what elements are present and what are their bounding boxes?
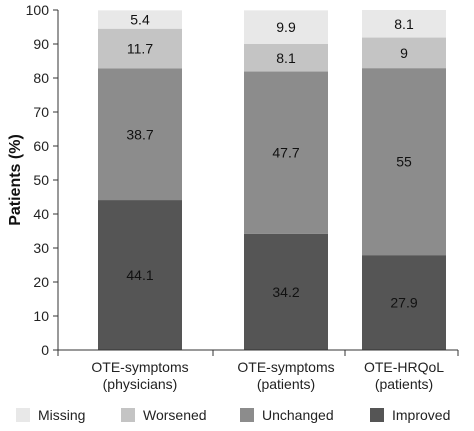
bar-segment-missing bbox=[244, 10, 328, 44]
data-label: 38.7 bbox=[126, 126, 153, 142]
plot-area: 44.1 38.7 11.7 5.4 34.2 47.7 8.1 9.9 27.9 55 9 8.1 0… bbox=[26, 2, 459, 392]
y-tick-label: 100 bbox=[26, 2, 50, 18]
bar-segment-missing bbox=[98, 10, 182, 29]
y-tick-label: 40 bbox=[33, 206, 49, 222]
y-tick-label: 0 bbox=[41, 342, 49, 358]
data-label: 9.9 bbox=[276, 19, 296, 35]
data-label: 47.7 bbox=[272, 145, 299, 161]
bar-segment-improved bbox=[98, 200, 182, 350]
data-label: 44.1 bbox=[126, 267, 153, 283]
data-label: 11.7 bbox=[127, 41, 153, 57]
legend-entry-unchanged: Unchanged bbox=[262, 407, 334, 423]
bar-segment-worsened bbox=[244, 44, 328, 72]
x-tick-label: (patients) bbox=[375, 376, 433, 392]
bar-segment-improved bbox=[244, 233, 328, 350]
y-tick-label: 60 bbox=[33, 138, 49, 154]
bar-segment-unchanged bbox=[244, 71, 328, 234]
bar-segment-missing bbox=[362, 10, 446, 38]
data-label: 55 bbox=[396, 154, 412, 170]
bar-segment-unchanged bbox=[362, 68, 446, 256]
x-tick-label: OTE-symptoms bbox=[237, 359, 334, 375]
data-label: 34.2 bbox=[272, 284, 299, 300]
bar-segment-worsened bbox=[362, 37, 446, 69]
data-label: 8.1 bbox=[276, 50, 296, 66]
y-tick-label: 30 bbox=[33, 240, 49, 256]
legend-entry-worsened: Worsened bbox=[143, 407, 207, 423]
bar-segment-improved bbox=[362, 255, 446, 350]
data-label: 8.1 bbox=[394, 16, 414, 32]
x-tick-label: OTE-HRQoL bbox=[364, 359, 444, 375]
bar-segment-worsened bbox=[98, 28, 182, 69]
y-tick-label: 90 bbox=[33, 36, 49, 52]
legend-entry-missing: Missing bbox=[38, 407, 85, 423]
legend: Missing Worsened Unchanged Improved bbox=[16, 407, 450, 423]
legend-entry-improved: Improved bbox=[392, 407, 450, 423]
x-tick-label: (physicians) bbox=[103, 376, 178, 392]
y-tick-label: 10 bbox=[33, 308, 49, 324]
y-axis-title: Patients (%) bbox=[7, 134, 24, 226]
y-tick-label: 70 bbox=[33, 104, 49, 120]
legend-swatch-missing bbox=[16, 408, 30, 422]
bar-segment-unchanged bbox=[98, 68, 182, 201]
legend-swatch-unchanged bbox=[240, 408, 254, 422]
x-tick-label: (patients) bbox=[257, 376, 315, 392]
legend-swatch-improved bbox=[370, 408, 384, 422]
y-tick-label: 20 bbox=[33, 274, 49, 290]
data-label: 5.4 bbox=[130, 12, 150, 28]
data-label: 27.9 bbox=[390, 295, 417, 311]
y-tick-label: 80 bbox=[33, 70, 49, 86]
legend-swatch-worsened bbox=[121, 408, 135, 422]
y-tick-label: 50 bbox=[33, 172, 49, 188]
x-tick-label: OTE-symptoms bbox=[91, 359, 188, 375]
data-label: 9 bbox=[400, 45, 408, 61]
